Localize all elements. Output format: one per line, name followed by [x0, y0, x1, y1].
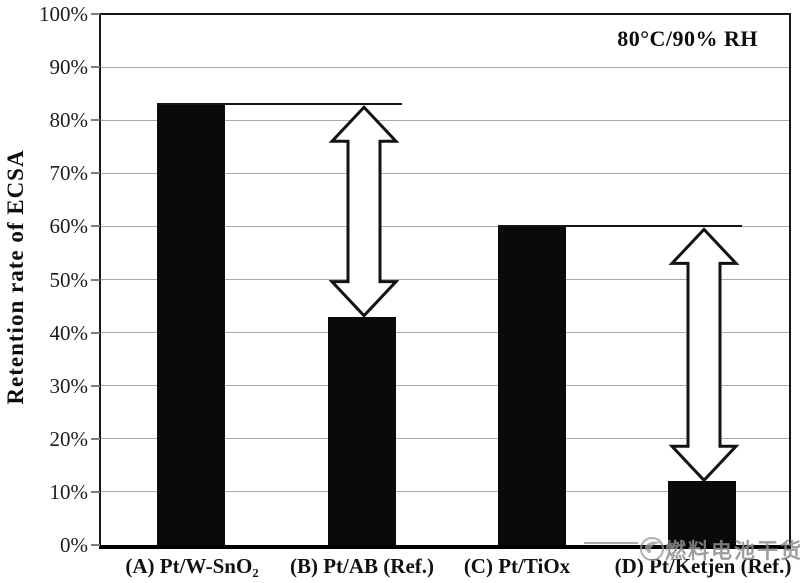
y-axis-tick — [91, 278, 100, 281]
gridline-90 — [100, 66, 790, 68]
gridline-20 — [100, 438, 790, 440]
y-axis-tick — [91, 437, 100, 440]
y-axis-tick — [91, 490, 100, 493]
x-category-label: (A) Pt/W-SnO₂ — [125, 554, 259, 578]
bar-D — [668, 481, 736, 545]
y-tick-label: 30% — [49, 373, 89, 398]
gridline-50 — [100, 279, 790, 280]
gridline-70 — [100, 172, 790, 174]
gridline-60 — [100, 225, 790, 227]
y-axis-tick — [91, 384, 100, 387]
x-category-label: (B) Pt/AB (Ref.) — [289, 554, 435, 578]
y-tick-label: 40% — [49, 320, 89, 345]
y-tick-label: 60% — [49, 214, 89, 239]
y-tick-label: 50% — [49, 267, 89, 292]
gridline-80 — [100, 119, 790, 121]
plot-frame — [99, 13, 791, 549]
y-axis-tick — [91, 119, 100, 122]
y-tick-label: 100% — [39, 2, 88, 26]
gridline-10 — [100, 491, 790, 493]
ecsa-loss-arrow — [328, 105, 400, 318]
bar-B — [328, 316, 396, 545]
x-category-label: (C) Pt/TiOx — [463, 554, 571, 578]
y-tick-label: 80% — [49, 108, 89, 133]
y-tick-label: 0% — [60, 533, 88, 557]
y-axis-tick — [91, 172, 100, 175]
y-tick-label: 70% — [49, 161, 89, 186]
reference-line-60 — [498, 225, 742, 228]
y-axis-tick — [91, 331, 100, 334]
bar-C — [498, 226, 566, 545]
condition-annotation: 80°C/90% RH — [617, 26, 758, 51]
gridline-40 — [100, 332, 790, 334]
reference-line-83 — [157, 103, 402, 106]
gridline-30 — [100, 385, 790, 387]
y-axis-tick — [91, 66, 100, 69]
y-axis-tick — [91, 13, 100, 15]
bar-A — [157, 104, 225, 545]
y-axis-tick — [91, 544, 100, 546]
y-tick-label: 90% — [49, 55, 89, 80]
y-tick-label: 10% — [49, 479, 89, 504]
y-axis-tick — [91, 225, 100, 228]
y-tick-label: 20% — [49, 426, 89, 451]
ecsa-loss-arrow — [668, 227, 740, 483]
